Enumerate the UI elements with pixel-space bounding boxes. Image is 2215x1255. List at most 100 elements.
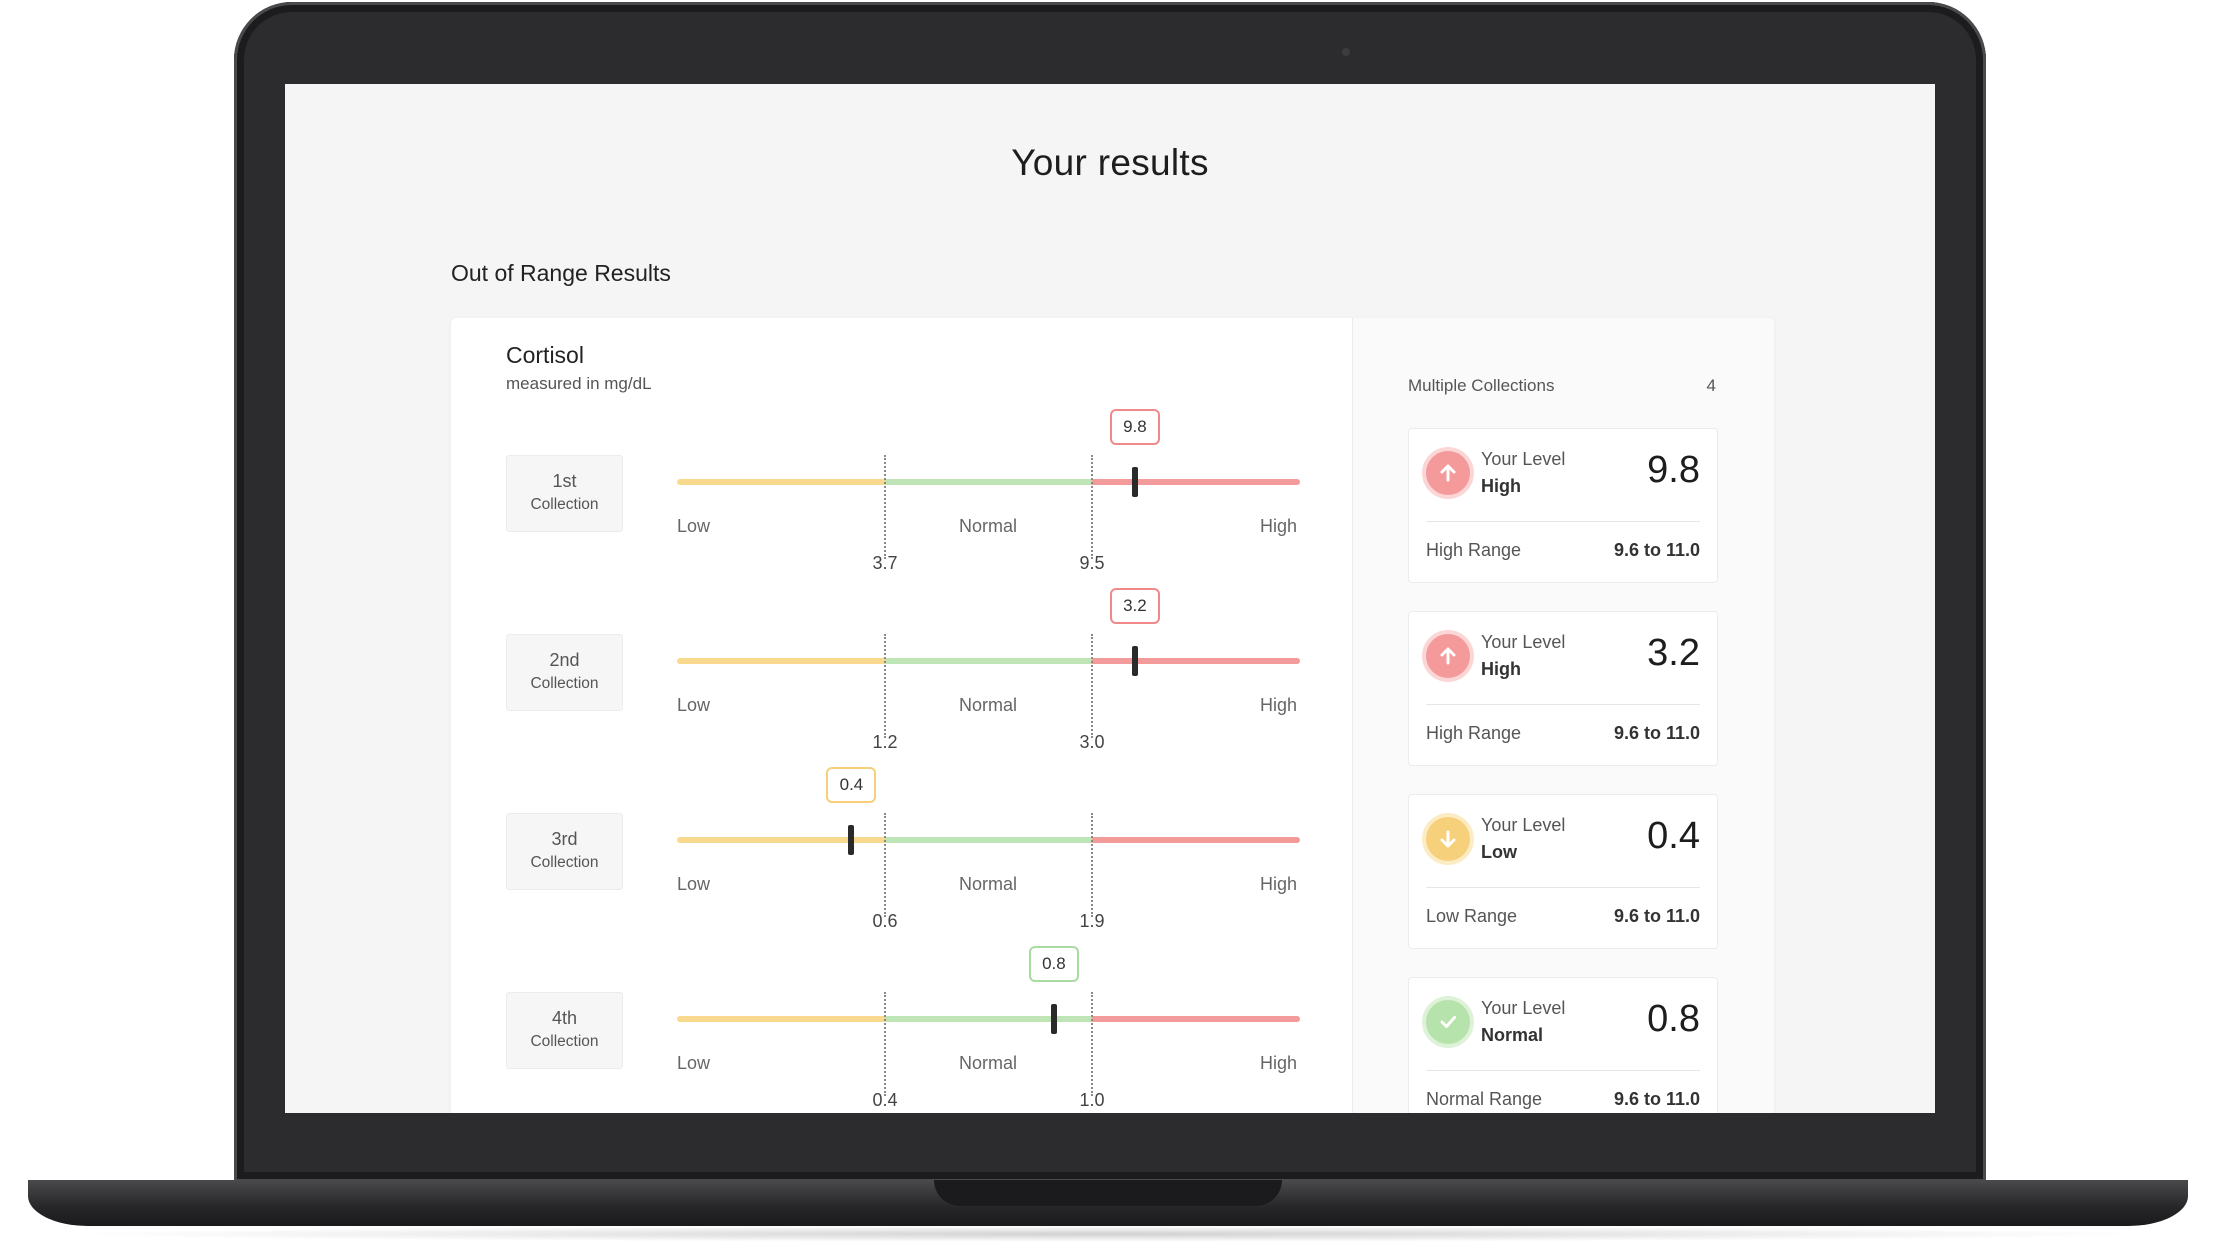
value-bubble: 3.2: [1109, 588, 1160, 624]
low-cutoff-line: [884, 455, 886, 559]
low-cutoff-line: [884, 634, 886, 738]
high-range-bar: [1092, 1016, 1300, 1022]
arrow-up-icon: [1426, 451, 1470, 495]
level-card[interactable]: Your Level Normal 0.8 Normal Range 9.6 t…: [1408, 977, 1718, 1113]
level-status: High: [1481, 476, 1521, 496]
collections-panel: Cortisol measured in mg/dL 1st Collectio…: [451, 318, 1352, 1113]
low-cutoff-value: 0.4: [872, 1090, 898, 1110]
collection-label: Collection: [530, 854, 599, 871]
test-name: Cortisol: [506, 342, 584, 368]
level-status: Low: [1481, 842, 1517, 862]
zone-label-low: Low: [677, 874, 711, 894]
high-cutoff-value: 9.5: [1079, 553, 1105, 573]
low-cutoff-value: 1.2: [872, 732, 898, 752]
zone-label-normal: Normal: [959, 695, 1018, 715]
level-value: 9.8: [1647, 449, 1700, 491]
range-label: Normal Range: [1426, 1089, 1543, 1109]
range-label: High Range: [1426, 540, 1522, 560]
card-divider: [1426, 1070, 1700, 1071]
section-title: Out of Range Results: [451, 260, 671, 286]
high-cutoff-line: [1091, 813, 1093, 917]
collection-label: Collection: [530, 1033, 599, 1050]
screen: Your results Out of Range Results Cortis…: [285, 84, 1935, 1113]
page-title: Your results: [1011, 142, 1209, 183]
value-marker: [1131, 646, 1138, 676]
summary-panel: Multiple Collections 4 Your Level High 9…: [1352, 318, 1774, 1113]
zone-label-normal: Normal: [959, 516, 1018, 536]
high-cutoff-line: [1091, 992, 1093, 1096]
level-value: 3.2: [1647, 632, 1700, 674]
normal-range-bar: [885, 658, 1092, 664]
zone-label-normal: Normal: [959, 874, 1018, 894]
collection-row: 4th Collection Low Normal High 0.4 1.0 0…: [451, 946, 1352, 1113]
low-cutoff-value: 3.7: [872, 553, 898, 573]
collection-label-box: 1st Collection: [506, 455, 623, 532]
low-range-bar: [677, 1016, 885, 1022]
high-range-bar: [1092, 479, 1300, 485]
collection-ordinal: 4th: [551, 1008, 578, 1028]
low-cutoff-line: [884, 813, 886, 917]
high-cutoff-line: [1091, 455, 1093, 559]
collection-row: 1st Collection Low Normal High 3.7 9.5 9…: [451, 409, 1352, 625]
collection-label-box: 2nd Collection: [506, 634, 623, 711]
value-marker: [848, 825, 855, 855]
value-marker: [1050, 1004, 1057, 1034]
range-value: 9.6 to 11.0: [1613, 906, 1700, 926]
level-card[interactable]: Your Level Low 0.4 Low Range 9.6 to 11.0: [1408, 794, 1718, 949]
zone-label-high: High: [1260, 1053, 1298, 1073]
value-bubble: 9.8: [1109, 409, 1160, 445]
collection-ordinal: 3rd: [551, 829, 578, 849]
camera-icon: [1342, 48, 1350, 56]
arrow-up-icon: [1426, 634, 1470, 678]
arrow-down-icon: [1426, 817, 1470, 861]
high-cutoff-value: 1.9: [1079, 911, 1105, 931]
level-status: Normal: [1481, 1025, 1544, 1045]
range-label: Low Range: [1426, 906, 1518, 926]
collection-row: 3rd Collection Low Normal High 0.6 1.9 0…: [451, 767, 1352, 983]
collection-label: Collection: [530, 496, 599, 513]
your-level-label: Your Level: [1481, 815, 1566, 835]
laptop-notch: [934, 1180, 1282, 1206]
zone-label-low: Low: [677, 695, 711, 715]
low-range-bar: [677, 479, 885, 485]
low-range-bar: [677, 837, 885, 843]
level-card[interactable]: Your Level High 3.2 High Range 9.6 to 11…: [1408, 611, 1718, 766]
zone-label-normal: Normal: [959, 1053, 1018, 1073]
your-level-label: Your Level: [1481, 449, 1566, 469]
low-range-bar: [677, 658, 885, 664]
zone-label-high: High: [1260, 516, 1298, 536]
range-value: 9.6 to 11.0: [1613, 540, 1700, 560]
multiple-collections-count: 4: [1706, 376, 1716, 395]
collection-label-box: 4th Collection: [506, 992, 623, 1069]
high-range-bar: [1092, 837, 1300, 843]
range-value: 9.6 to 11.0: [1613, 723, 1700, 743]
high-cutoff-value: 3.0: [1079, 732, 1105, 752]
level-card[interactable]: Your Level High 9.8 High Range 9.6 to 11…: [1408, 428, 1718, 583]
card-divider: [1426, 521, 1700, 522]
normal-range-bar: [885, 479, 1092, 485]
collection-label-box: 3rd Collection: [506, 813, 623, 890]
your-level-label: Your Level: [1481, 632, 1566, 652]
range-label: High Range: [1426, 723, 1522, 743]
multiple-collections-label: Multiple Collections: [1408, 376, 1555, 395]
check-icon: [1426, 1000, 1470, 1044]
high-range-bar: [1092, 658, 1300, 664]
level-value: 0.4: [1647, 815, 1700, 857]
low-cutoff-value: 0.6: [872, 911, 898, 931]
your-level-label: Your Level: [1481, 998, 1566, 1018]
collection-row: 2nd Collection Low Normal High 1.2 3.0 3…: [451, 588, 1352, 804]
collection-ordinal: 2nd: [549, 650, 580, 670]
low-cutoff-line: [884, 992, 886, 1096]
high-cutoff-line: [1091, 634, 1093, 738]
range-value: 9.6 to 11.0: [1613, 1089, 1700, 1109]
normal-range-bar: [885, 837, 1092, 843]
value-bubble: 0.8: [1028, 946, 1079, 982]
value-bubble: 0.4: [826, 767, 877, 803]
test-unit: measured in mg/dL: [506, 374, 652, 393]
zone-label-high: High: [1260, 695, 1298, 715]
level-status: High: [1481, 659, 1521, 679]
collection-label: Collection: [530, 675, 599, 692]
level-value: 0.8: [1647, 998, 1700, 1040]
normal-range-bar: [885, 1016, 1092, 1022]
value-marker: [1131, 467, 1138, 497]
